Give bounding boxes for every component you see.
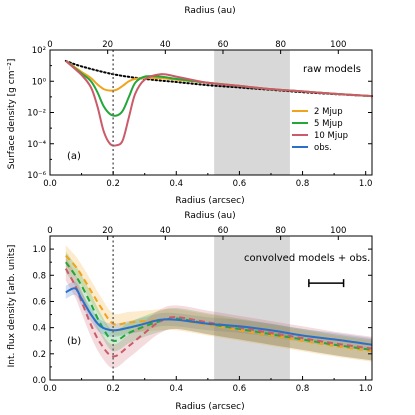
y-tick-label: 0.6 xyxy=(32,297,46,307)
y-tick-label: 10⁰ xyxy=(32,77,47,87)
x-tick-label: 0.4 xyxy=(170,179,184,189)
x-top-tick-label: 20 xyxy=(102,226,113,236)
panel-a-shaded-region xyxy=(214,50,290,175)
x-top-tick-label: 20 xyxy=(102,40,113,50)
panel-b-beam-bar xyxy=(308,279,345,288)
x-tick-label: 0.2 xyxy=(106,384,120,394)
legend-label: 2 Mjup xyxy=(314,107,343,117)
x-top-tick-label: 60 xyxy=(218,226,229,236)
series-line-10-mjup xyxy=(64,268,373,358)
x-top-tick-label: 40 xyxy=(160,226,171,236)
y-tick-label: 10⁻² xyxy=(27,109,46,119)
x-top-tick-label: 0 xyxy=(47,226,52,236)
x-tick-label: 0.0 xyxy=(43,384,57,394)
panel-a-surface-density: 0.0 0.2 0.4 0.6 0.8 1.0 0 20 40 60 80 100 10⁻⁶ 10⁻⁴ 10… xyxy=(7,6,373,206)
x-tick-label: 1.0 xyxy=(359,179,373,189)
y-tick-label: 10⁻⁶ xyxy=(27,171,46,181)
y-tick-label: 0.8 xyxy=(32,271,46,281)
panel-b-shaded-region xyxy=(214,236,290,380)
y-tick-label: 10⁻⁴ xyxy=(27,140,46,150)
x-top-tick-label: 80 xyxy=(275,226,286,236)
panel-b-ticks: 0.0 0.2 0.4 0.6 0.8 1.00 20 40 60 80 1000.00.20.40… xyxy=(32,226,372,394)
x-top-tick-label: 0 xyxy=(47,40,52,50)
x-tick-label: 0.6 xyxy=(233,384,247,394)
legend-label: obs. xyxy=(314,143,332,153)
series-line-obs xyxy=(65,287,373,346)
series-band xyxy=(65,251,373,361)
x-tick-label: 1.0 xyxy=(359,384,373,394)
y-tick-label: 0.2 xyxy=(32,350,46,360)
panel-b-label: (b) xyxy=(67,336,81,347)
x-top-tick-label: 100 xyxy=(330,40,346,50)
y-tick-label: 0.4 xyxy=(32,324,46,334)
panel-a-ticks: 0.0 0.2 0.4 0.6 0.8 1.0 0 20 40 60 80 100 10⁻⁶ 10⁻⁴ 10… xyxy=(27,40,372,189)
x-tick-label: 0.0 xyxy=(43,179,57,189)
x-tick-label: 0.4 xyxy=(170,384,184,394)
panel-b-annotation: convolved models + obs. xyxy=(244,253,370,264)
x-tick-label: 0.8 xyxy=(296,384,310,394)
series-line-10-mjup xyxy=(65,60,373,147)
panel-a-annotation: raw models xyxy=(303,64,361,75)
panel-b-xlabel-top: Radius (au) xyxy=(184,211,235,221)
series-band xyxy=(65,245,373,362)
panel-a-xlabel: Radius (arcsec) xyxy=(175,196,244,206)
y-tick-label: 10² xyxy=(32,46,46,56)
panel-a-xlabel-top: Radius (au) xyxy=(184,6,235,16)
panel-b-xlabel: Radius (arcsec) xyxy=(175,402,244,412)
x-top-tick-label: 100 xyxy=(330,226,346,236)
y-tick-label: 0.0 xyxy=(32,376,46,386)
panel-b-series xyxy=(64,254,373,358)
x-top-tick-label: 60 xyxy=(218,40,229,50)
series-line-5-mjup xyxy=(64,261,373,351)
x-tick-label: 0.8 xyxy=(296,179,310,189)
series-line-2-mjup xyxy=(65,254,373,353)
panel-b-ylabel: Int. flux density [arb. units] xyxy=(7,245,17,368)
panel-a-ylabel: Surface density [g cm⁻²] xyxy=(7,59,17,170)
legend-label: 5 Mjup xyxy=(314,119,343,129)
x-tick-label: 0.2 xyxy=(106,179,120,189)
x-top-tick-label: 80 xyxy=(275,40,286,50)
y-tick-label: 1.0 xyxy=(32,245,46,255)
panel-b-flux-density: 0.0 0.2 0.4 0.6 0.8 1.00 20 40 60 80 1000.00.20.40… xyxy=(7,211,373,412)
panel-a-label: (a) xyxy=(67,151,81,162)
panel-b-frame xyxy=(49,235,373,381)
panel-a-series xyxy=(65,60,373,147)
x-tick-label: 0.6 xyxy=(233,179,247,189)
x-top-tick-label: 40 xyxy=(160,40,171,50)
legend-label: 10 Mjup xyxy=(314,131,348,141)
series-band xyxy=(65,256,373,369)
panel-a-legend: 2 Mjup 5 Mjup 10 Mjup obs. xyxy=(292,107,348,153)
